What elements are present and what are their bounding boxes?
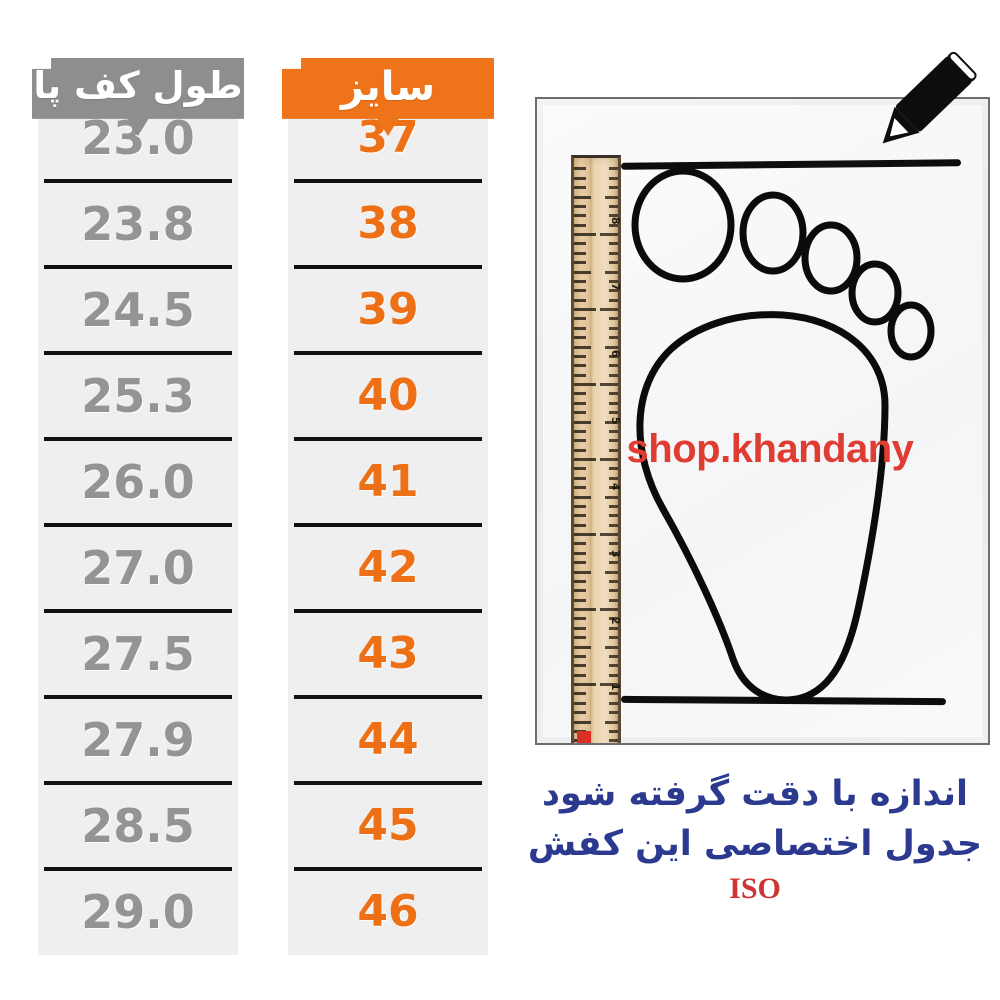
watermark-text: shop.khandany [626,427,914,471]
foot-length-header-label: طول کف پا [33,64,243,107]
table-row: 28.5 [38,781,238,869]
table-row: 27.9 [38,695,238,783]
table-row: 43 [288,609,488,697]
caption-line-1: اندازه با دقت گرفته شود [542,774,968,814]
shoe-size-value: 45 [357,800,419,851]
shoe-size-value: 42 [357,542,419,593]
table-row: 40 [288,351,488,439]
shoe-size-value: 46 [357,886,419,937]
foot-length-value: 26.0 [81,455,195,509]
table-row: 25.3 [38,351,238,439]
foot-outline-icon [631,167,935,704]
table-row: 45 [288,781,488,869]
table-row: 42 [288,523,488,611]
foot-length-value: 28.5 [81,799,195,853]
iso-label: ISO [729,872,781,906]
table-row: 44 [288,695,488,783]
table-row: 23.8 [38,179,238,267]
foot-length-value: 27.0 [81,541,195,595]
foot-length-value: 29.0 [81,885,195,939]
caption-block: اندازه با دقت گرفته شود جدول اختصاصی این… [520,770,990,907]
table-row: 29.0 [38,867,238,955]
table-row: 27.0 [38,523,238,611]
foot-length-value: 25.3 [81,369,195,423]
foot-length-column: 23.0 23.8 24.5 25.3 26.0 27.0 27.5 27.9 … [38,95,238,955]
caption-line-2: جدول اختصاصی این کفش [527,823,983,864]
pencil-icon [882,51,977,144]
table-row: 39 [288,265,488,353]
ruler-red-marker [577,731,591,743]
foot-length-rows: 23.0 23.8 24.5 25.3 26.0 27.0 27.5 27.9 … [38,95,238,955]
shoe-size-value: 40 [357,370,419,421]
shoe-size-value: 44 [357,714,419,765]
table-row: 27.5 [38,609,238,697]
shoe-size-value: 41 [357,456,419,507]
table-row: 46 [288,867,488,955]
shoe-size-column: 37 38 39 40 41 42 43 44 45 46 [288,95,488,955]
table-row: 41 [288,437,488,525]
foot-length-value: 27.5 [81,627,195,681]
table-row: 38 [288,179,488,267]
foot-length-value: 27.9 [81,713,195,767]
table-row: 26.0 [38,437,238,525]
shoe-size-rows: 37 38 39 40 41 42 43 44 45 46 [288,95,488,955]
table-row: 24.5 [38,265,238,353]
foot-length-value: 24.5 [81,283,195,337]
shoe-size-value: 38 [357,198,419,249]
shoe-size-header-label: سایز [340,64,436,110]
shoe-size-value: 43 [357,628,419,679]
foot-length-value: 23.8 [81,197,195,251]
shoe-size-value: 39 [357,284,419,335]
